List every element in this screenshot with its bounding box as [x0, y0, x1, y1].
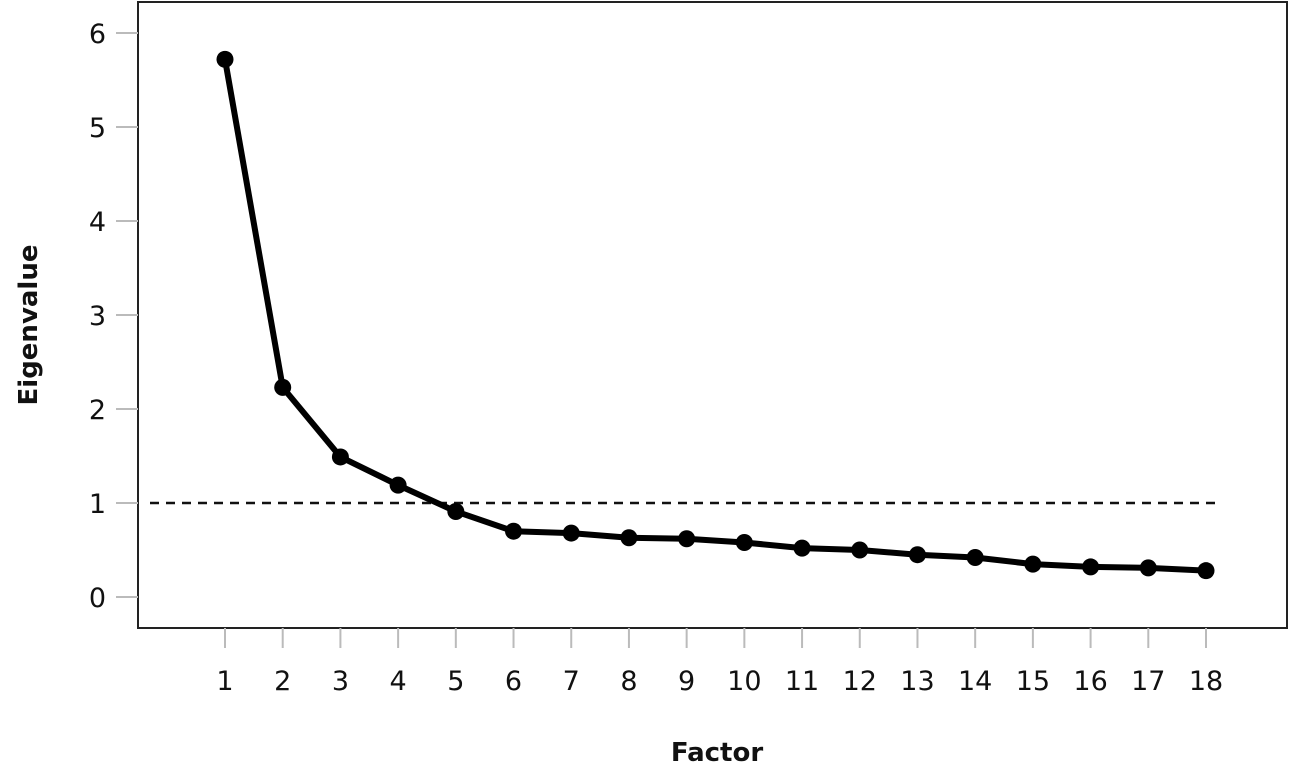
data-point — [735, 533, 753, 551]
x-tick-label: 9 — [678, 666, 695, 697]
y-tick-label: 3 — [89, 301, 106, 332]
x-tick-label: 8 — [620, 666, 637, 697]
data-point — [1082, 558, 1100, 576]
data-point — [851, 541, 869, 559]
x-tick-label: 2 — [274, 666, 291, 697]
x-tick-label: 15 — [1016, 666, 1050, 697]
data-point — [1197, 562, 1215, 580]
plot-area-frame — [137, 1, 1288, 629]
x-tick-label: 14 — [958, 666, 992, 697]
y-tick-label: 4 — [89, 207, 106, 238]
data-point — [1024, 555, 1042, 573]
data-point — [389, 476, 407, 494]
data-point — [1139, 559, 1157, 577]
data-point — [447, 502, 465, 520]
x-tick-label: 6 — [505, 666, 522, 697]
x-tick-label: 16 — [1073, 666, 1107, 697]
y-axis: 0 1 2 3 4 5 6 — [89, 19, 138, 614]
x-tick-label: 4 — [390, 666, 407, 697]
x-tick-label: 12 — [843, 666, 877, 697]
y-axis-title: Eigenvalue — [14, 245, 44, 406]
data-point — [331, 448, 349, 466]
x-tick-label: 3 — [332, 666, 349, 697]
x-tick-label: 10 — [727, 666, 761, 697]
x-axis-title: Factor — [671, 738, 763, 768]
data-point — [966, 549, 984, 567]
eigenvalue-series-line — [222, 56, 1209, 574]
x-tick-label: 1 — [216, 666, 233, 697]
data-point — [620, 529, 638, 547]
eigenvalue-points — [216, 50, 1215, 580]
data-point — [274, 378, 292, 396]
x-axis: 1 2 3 4 5 6 7 8 9 10 11 12 13 14 15 16 17 18 — [216, 628, 1223, 697]
data-point — [678, 530, 696, 548]
y-tick-label: 6 — [89, 19, 106, 50]
data-point — [793, 539, 811, 557]
x-tick-label: 17 — [1131, 666, 1165, 697]
x-tick-label: 18 — [1189, 666, 1223, 697]
x-tick-label: 11 — [785, 666, 819, 697]
x-tick-label: 5 — [447, 666, 464, 697]
data-point — [908, 546, 926, 564]
y-tick-label: 2 — [89, 395, 106, 426]
y-tick-label: 5 — [89, 113, 106, 144]
data-point — [216, 50, 234, 68]
y-tick-label: 0 — [89, 583, 106, 614]
y-tick-label: 1 — [89, 489, 106, 520]
x-tick-label: 7 — [563, 666, 580, 697]
data-point — [562, 524, 580, 542]
x-tick-label: 13 — [900, 666, 934, 697]
data-point — [505, 522, 523, 540]
